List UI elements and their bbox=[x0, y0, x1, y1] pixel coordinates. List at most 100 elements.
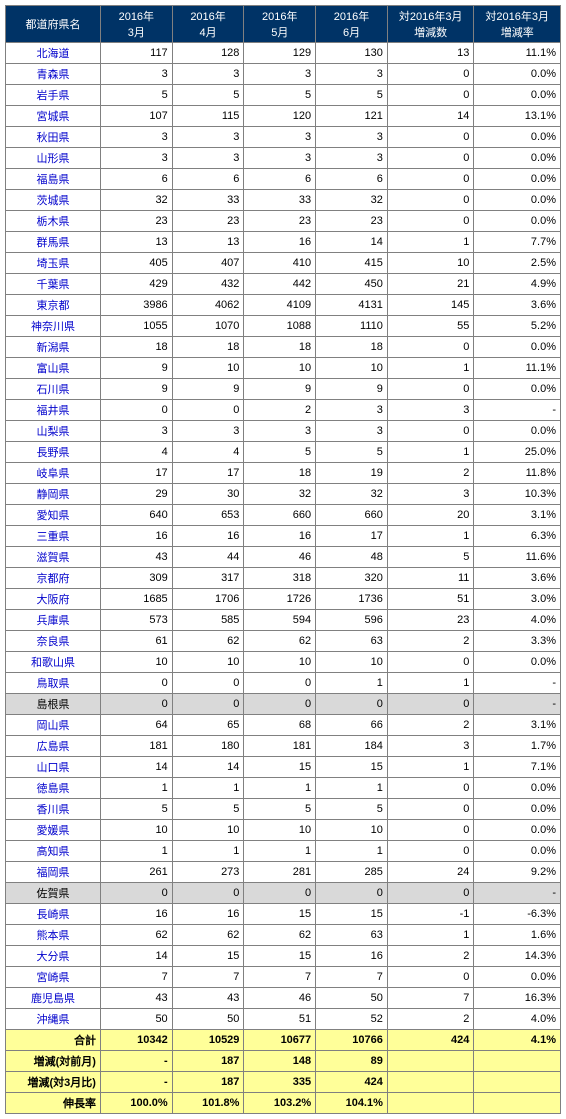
header-cell: 都道府県名 bbox=[6, 6, 101, 43]
value-cell: 407 bbox=[172, 253, 244, 274]
prefecture-name: 大分県 bbox=[6, 946, 101, 967]
value-cell: 1 bbox=[387, 358, 474, 379]
prefecture-name: 福井県 bbox=[6, 400, 101, 421]
value-cell: 410 bbox=[244, 253, 316, 274]
prefecture-name: 奈良県 bbox=[6, 631, 101, 652]
value-cell: 11.1% bbox=[474, 43, 561, 64]
value-cell: 0 bbox=[387, 127, 474, 148]
summary-cell bbox=[387, 1093, 474, 1114]
value-cell: 4 bbox=[100, 442, 172, 463]
value-cell: 653 bbox=[172, 505, 244, 526]
value-cell: 3 bbox=[244, 64, 316, 85]
value-cell: 3 bbox=[100, 64, 172, 85]
value-cell: 5 bbox=[100, 799, 172, 820]
value-cell: 3 bbox=[387, 400, 474, 421]
value-cell: 0.0% bbox=[474, 127, 561, 148]
summary-cell: 424 bbox=[387, 1030, 474, 1051]
value-cell: 16 bbox=[316, 946, 388, 967]
value-cell: 18 bbox=[172, 337, 244, 358]
summary-cell: 4.1% bbox=[474, 1030, 561, 1051]
table-body: 北海道1171281291301311.1%青森県333300.0%岩手県555… bbox=[6, 43, 561, 1030]
value-cell: 16 bbox=[100, 526, 172, 547]
value-cell: 450 bbox=[316, 274, 388, 295]
table-row: 和歌山県1010101000.0% bbox=[6, 652, 561, 673]
value-cell: 13 bbox=[100, 232, 172, 253]
value-cell: 1 bbox=[316, 841, 388, 862]
value-cell: 43 bbox=[172, 988, 244, 1009]
prefecture-name: 東京都 bbox=[6, 295, 101, 316]
value-cell: 3 bbox=[172, 421, 244, 442]
value-cell: 1 bbox=[244, 841, 316, 862]
value-cell: 5 bbox=[316, 85, 388, 106]
value-cell: 1 bbox=[387, 757, 474, 778]
value-cell: 432 bbox=[172, 274, 244, 295]
value-cell: 4109 bbox=[244, 295, 316, 316]
value-cell: 594 bbox=[244, 610, 316, 631]
value-cell: 63 bbox=[316, 631, 388, 652]
value-cell: 5 bbox=[244, 85, 316, 106]
value-cell: 50 bbox=[172, 1009, 244, 1030]
value-cell: 9 bbox=[316, 379, 388, 400]
value-cell: 0.0% bbox=[474, 190, 561, 211]
prefecture-name: 秋田県 bbox=[6, 127, 101, 148]
value-cell: 55 bbox=[387, 316, 474, 337]
value-cell: 3.1% bbox=[474, 505, 561, 526]
value-cell: 10 bbox=[172, 358, 244, 379]
value-cell: 13 bbox=[387, 43, 474, 64]
value-cell: 50 bbox=[316, 988, 388, 1009]
table-row: 東京都39864062410941311453.6% bbox=[6, 295, 561, 316]
value-cell: 62 bbox=[172, 925, 244, 946]
table-row: 宮城県1071151201211413.1% bbox=[6, 106, 561, 127]
value-cell: 30 bbox=[172, 484, 244, 505]
value-cell: 0 bbox=[387, 694, 474, 715]
value-cell: 33 bbox=[172, 190, 244, 211]
table-row: 岩手県555500.0% bbox=[6, 85, 561, 106]
value-cell: 2 bbox=[387, 1009, 474, 1030]
summary-cell: 10677 bbox=[244, 1030, 316, 1051]
table-row: 石川県999900.0% bbox=[6, 379, 561, 400]
value-cell: 5 bbox=[244, 442, 316, 463]
value-cell: 46 bbox=[244, 547, 316, 568]
value-cell: 3 bbox=[172, 127, 244, 148]
table-row: 奈良県6162626323.3% bbox=[6, 631, 561, 652]
value-cell: 15 bbox=[244, 757, 316, 778]
value-cell: 14 bbox=[100, 946, 172, 967]
value-cell: 585 bbox=[172, 610, 244, 631]
value-cell: 0 bbox=[387, 421, 474, 442]
value-cell: 6.3% bbox=[474, 526, 561, 547]
summary-row: 伸長率100.0%101.8%103.2%104.1% bbox=[6, 1093, 561, 1114]
value-cell: 2.5% bbox=[474, 253, 561, 274]
table-row: 栃木県2323232300.0% bbox=[6, 211, 561, 232]
value-cell: 3.1% bbox=[474, 715, 561, 736]
table-row: 山形県333300.0% bbox=[6, 148, 561, 169]
value-cell: 6 bbox=[316, 169, 388, 190]
table-header: 都道府県名2016年3月2016年4月2016年5月2016年6月対2016年3… bbox=[6, 6, 561, 43]
value-cell: 17 bbox=[316, 526, 388, 547]
value-cell: 0 bbox=[100, 694, 172, 715]
prefecture-name: 石川県 bbox=[6, 379, 101, 400]
value-cell: 16 bbox=[244, 232, 316, 253]
table-row: 広島県18118018118431.7% bbox=[6, 736, 561, 757]
value-cell: 181 bbox=[244, 736, 316, 757]
value-cell: 317 bbox=[172, 568, 244, 589]
value-cell: 180 bbox=[172, 736, 244, 757]
prefecture-name: 島根県 bbox=[6, 694, 101, 715]
value-cell: 596 bbox=[316, 610, 388, 631]
value-cell: 0 bbox=[244, 673, 316, 694]
value-cell: 1 bbox=[172, 841, 244, 862]
value-cell: 1055 bbox=[100, 316, 172, 337]
value-cell: 660 bbox=[244, 505, 316, 526]
value-cell: 4 bbox=[172, 442, 244, 463]
table-row: 福岡県261273281285249.2% bbox=[6, 862, 561, 883]
prefecture-name: 山形県 bbox=[6, 148, 101, 169]
table-row: 山口県1414151517.1% bbox=[6, 757, 561, 778]
value-cell: 15 bbox=[172, 946, 244, 967]
value-cell: 3.3% bbox=[474, 631, 561, 652]
summary-cell: 89 bbox=[316, 1051, 388, 1072]
value-cell: 2 bbox=[387, 715, 474, 736]
value-cell: 10 bbox=[100, 820, 172, 841]
summary-cell: 104.1% bbox=[316, 1093, 388, 1114]
value-cell: 5.2% bbox=[474, 316, 561, 337]
value-cell: 120 bbox=[244, 106, 316, 127]
value-cell: 68 bbox=[244, 715, 316, 736]
